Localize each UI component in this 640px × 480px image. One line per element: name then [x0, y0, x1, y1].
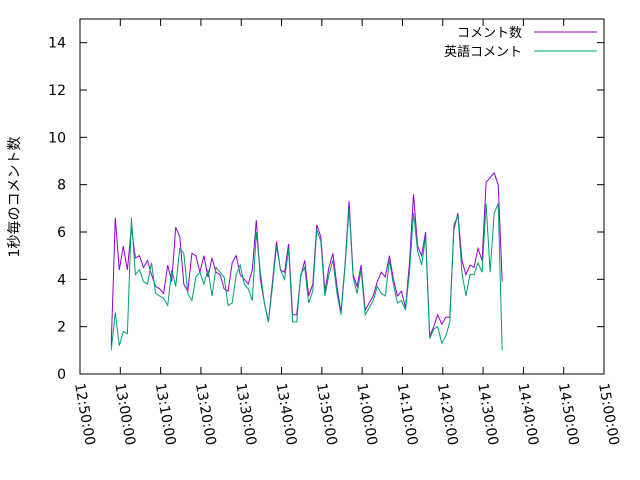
x-tick-label: 14:00:00	[353, 382, 380, 447]
series-line-2	[110, 203, 503, 351]
x-tick-label: 13:20:00	[192, 382, 219, 447]
x-tick-label: 14:30:00	[474, 382, 501, 447]
plot-frame	[79, 18, 605, 375]
y-tick-label: 4	[57, 272, 66, 288]
x-tick-label: 14:20:00	[434, 382, 461, 447]
y-tick-label: 10	[48, 130, 66, 146]
x-tick-label: 15:00:00	[595, 382, 622, 447]
y-tick-label: 2	[57, 320, 66, 336]
series-layer	[110, 171, 503, 351]
x-tick-label: 14:10:00	[394, 382, 421, 447]
x-tick-label: 14:40:00	[514, 382, 541, 447]
x-tick-label: 12:50:00	[71, 382, 98, 447]
x-axis: 12:50:00 13:00:00 13:10:00 13:20:00 13:30:00…	[71, 19, 622, 447]
y-axis-title: 1秒毎のコメント数	[7, 137, 23, 258]
x-tick-label: 13:40:00	[273, 382, 300, 447]
series-line-1	[110, 171, 503, 346]
x-tick-label: 13:10:00	[152, 382, 179, 447]
x-tick-label: 13:00:00	[111, 382, 138, 447]
y-tick-label: 8	[57, 178, 66, 194]
x-tick-label: 13:30:00	[232, 382, 259, 447]
x-tick-label: 13:50:00	[313, 382, 340, 447]
y-tick-label: 14	[48, 36, 66, 52]
plot-border	[79, 18, 605, 375]
legend-label: 英語コメント	[444, 44, 522, 60]
y-axis: 0 2 4 6 8 10 12 14	[48, 36, 604, 383]
legend-label: コメント数	[457, 26, 522, 41]
x-tick-label: 14:50:00	[555, 382, 582, 447]
y-tick-label: 0	[57, 367, 66, 383]
y-tick-label: 6	[57, 225, 66, 241]
y-tick-label: 12	[48, 83, 66, 99]
